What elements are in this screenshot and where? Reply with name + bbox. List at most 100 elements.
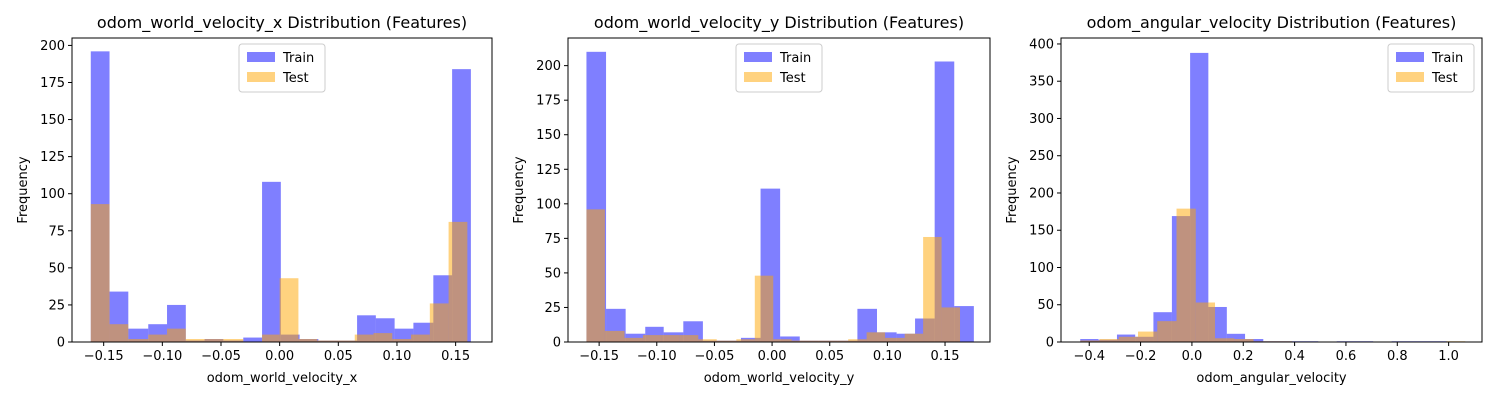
x-tick-label: −0.2 [1125, 349, 1157, 364]
y-tick-label: 75 [544, 232, 561, 247]
legend-swatch-test [247, 72, 275, 82]
y-tick-label: 50 [48, 261, 65, 276]
histogram-bar-train [877, 332, 897, 342]
chart-panel-3: −0.4 −0.2 0.0 0.2 0.4 0.6 0.8 1.0 0 50 100 150 200 25… [1005, 13, 1483, 386]
histogram-bar-test [148, 334, 168, 342]
y-tick-label: 75 [48, 224, 65, 239]
x-axis-label: odom_world_velocity_x [207, 371, 358, 386]
histogram-bar-test [679, 335, 699, 342]
y-tick-label: 150 [1029, 224, 1054, 239]
legend: Train Test [238, 43, 326, 93]
legend-swatch-train [744, 52, 772, 62]
y-tick-label: 0 [1046, 336, 1054, 351]
y-tick-label: 0 [57, 336, 65, 351]
histogram-bar-train [243, 337, 263, 342]
histogram-bar-test [848, 339, 867, 342]
histogram-bar-test [698, 339, 717, 342]
histogram-bar-test [128, 339, 149, 342]
series-test [586, 209, 961, 342]
histogram-bar-train [128, 328, 149, 342]
y-axis-label: Frequency [1005, 156, 1020, 223]
histogram-bar-test [866, 332, 886, 342]
x-tick-label: 0.8 [1387, 349, 1408, 364]
histogram-bar-test [661, 335, 680, 342]
histogram-bar-test [1176, 208, 1196, 342]
histogram-bar-test [1138, 331, 1158, 342]
histogram-bar-train [394, 328, 414, 342]
x-tick-label: 1.0 [1438, 349, 1459, 364]
histogram-bar-test [167, 328, 186, 342]
histogram-bar-test [1118, 336, 1139, 342]
x-tick-label: 0.10 [873, 349, 902, 364]
chart-title: odom_world_velocity_x Distribution (Feat… [97, 13, 467, 33]
x-axis-label: odom_world_velocity_y [704, 371, 855, 386]
histogram-bar-test [1080, 340, 1100, 342]
y-tick-label: 0 [553, 336, 561, 351]
histogram-bar-test [185, 339, 205, 342]
histogram-bar-train [1245, 339, 1264, 342]
legend-swatch-train [247, 52, 275, 62]
y-tick-label: 100 [536, 197, 561, 212]
legend-label-test: Test [1431, 71, 1458, 86]
x-tick-label: 0.0 [1182, 349, 1203, 364]
histogram-bar-test [586, 209, 605, 342]
legend: Train Test [1387, 43, 1475, 93]
histogram-bar-test [829, 340, 849, 342]
legend-swatch-test [744, 72, 772, 82]
y-tick-label: 100 [1029, 261, 1054, 276]
x-tick-label: 0.05 [815, 349, 844, 364]
histogram-bar-test [411, 334, 430, 342]
y-tick-label: 250 [1029, 149, 1054, 164]
y-tick-label: 50 [1037, 298, 1054, 313]
axes-frame [1060, 37, 1483, 343]
y-tick-label: 200 [1029, 186, 1054, 201]
y-tick-label: 150 [536, 128, 561, 143]
x-tick-label: 0.10 [382, 349, 411, 364]
histogram-bar-test [204, 339, 224, 342]
y-tick-label: 350 [1029, 75, 1054, 90]
y-tick-label: 125 [536, 163, 561, 178]
histogram-bar-test [279, 278, 299, 342]
x-tick-label: 0.4 [1284, 349, 1305, 364]
histogram-bar-train [262, 181, 281, 342]
x-tick-label: −0.15 [84, 349, 124, 364]
chart-title: odom_world_velocity_y Distribution (Feat… [594, 13, 964, 33]
histogram-bar-test [624, 337, 643, 342]
histogram-bar-test [1195, 302, 1216, 342]
y-tick-label: 25 [544, 301, 561, 316]
x-tick-label: −0.15 [579, 349, 619, 364]
histogram-bar-test [923, 236, 942, 342]
histogram-bar-test [773, 339, 792, 342]
histogram-bar-test [1157, 321, 1177, 342]
series-test [1080, 208, 1466, 342]
histogram-bar-test [392, 339, 412, 342]
histogram-bar-test [716, 340, 737, 342]
y-tick-label: 200 [40, 39, 65, 54]
histogram-bar-test [604, 330, 625, 342]
y-tick-label: 150 [40, 113, 65, 128]
histogram-bar-test [904, 333, 924, 342]
y-tick-label: 50 [544, 266, 561, 281]
chart-panel-1: −0.15 −0.10 −0.05 0.00 0.05 0.10 0.15 0 25 50 75 10… [16, 13, 493, 386]
axes-frame [567, 37, 991, 343]
chart-panel-2: −0.15 −0.10 −0.05 0.00 0.05 0.10 0.15 0 25 50 75 10… [512, 13, 991, 386]
histogram-bar-test [1099, 339, 1119, 342]
x-tick-label: 0.2 [1233, 349, 1254, 364]
series-test [90, 204, 468, 342]
histogram-bar-test [354, 334, 374, 342]
legend-label-train: Train [282, 51, 314, 66]
x-tick-label: 0.15 [931, 349, 960, 364]
y-axis-label: Frequency [512, 156, 527, 223]
legend-label-test: Test [779, 71, 806, 86]
histogram-bar-test [298, 339, 318, 342]
x-tick-label: −0.05 [695, 349, 735, 364]
histogram-bar-test [1215, 338, 1235, 342]
histogram-bar-test [373, 333, 393, 342]
y-axis-label: Frequency [16, 156, 31, 223]
legend-swatch-train [1396, 52, 1424, 62]
x-tick-label: −0.4 [1073, 349, 1105, 364]
legend-swatch-test [1396, 72, 1424, 82]
x-tick-label: 0.05 [324, 349, 353, 364]
y-tick-label: 300 [1029, 112, 1054, 127]
